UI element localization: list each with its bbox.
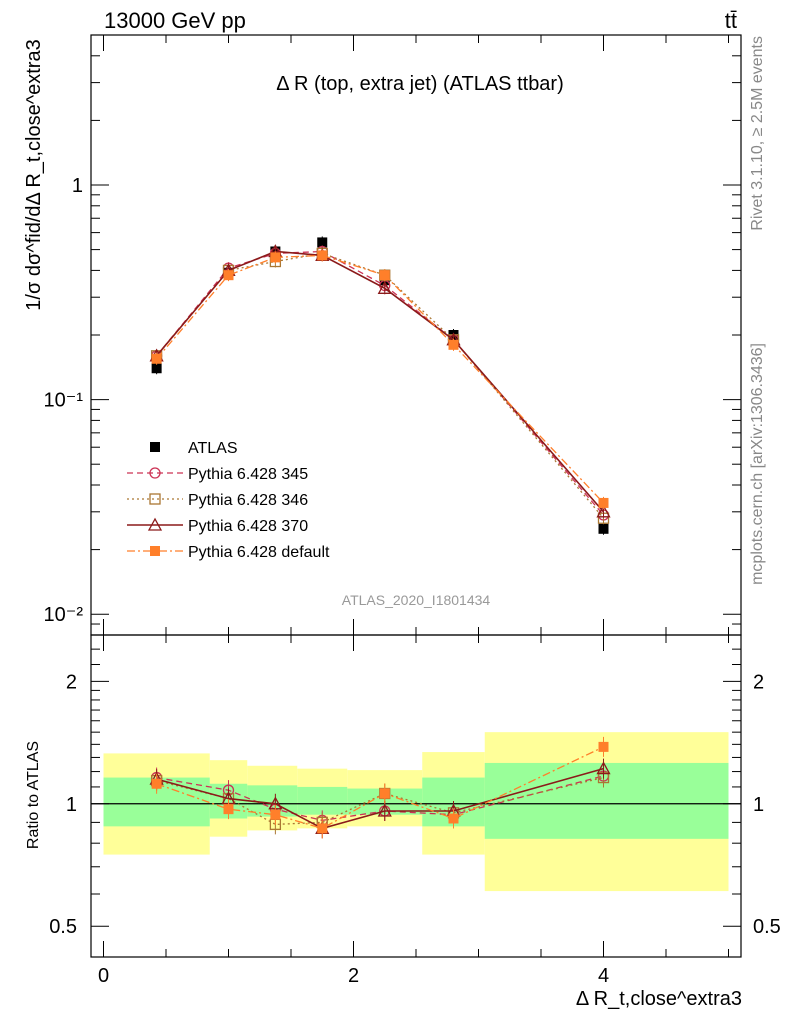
data-point bbox=[223, 270, 234, 281]
ratio-data-point bbox=[379, 788, 390, 799]
main-panel: 10⁻² 10⁻¹ 1 Δ R (top, extra jet) (ATLAS tt… bbox=[23, 34, 742, 636]
x-tick-label: 2 bbox=[348, 965, 359, 987]
x-tick-label: 0 bbox=[98, 965, 109, 987]
y-tick-label: 10⁻² bbox=[44, 604, 84, 626]
main-ticks: 10⁻² 10⁻¹ 1 bbox=[44, 34, 741, 636]
legend-entry: Pythia 6.428 346 bbox=[127, 492, 308, 509]
y-tick-label: 1 bbox=[72, 175, 83, 197]
data-point bbox=[379, 270, 390, 281]
ratio-y-tick-label-right: 2 bbox=[753, 671, 764, 693]
legend-marker bbox=[149, 493, 161, 505]
data-point bbox=[317, 237, 328, 248]
inner-band bbox=[297, 786, 348, 815]
legend-marker bbox=[149, 467, 161, 479]
legend-label: ATLAS bbox=[188, 440, 238, 457]
ratio-y-label: Ratio to ATLAS bbox=[25, 741, 42, 849]
inner-band bbox=[484, 762, 729, 839]
legend-entry: ATLAS bbox=[150, 440, 238, 457]
rivet-label: Rivet 3.1.10, ≥ 2.5M events bbox=[749, 36, 766, 231]
legend-marker bbox=[150, 546, 160, 556]
legend-entry: Pythia 6.428 370 bbox=[127, 517, 308, 535]
analysis-id: ATLAS_2020_I1801434 bbox=[342, 592, 491, 608]
data-point bbox=[151, 353, 162, 364]
data-point bbox=[317, 250, 328, 261]
x-tick-label: 4 bbox=[598, 965, 609, 987]
ratio-ticks: 0.5 0.5 1 1 2 2 0 2 4 bbox=[49, 635, 781, 987]
ratio-y-tick-label-right: 1 bbox=[753, 794, 764, 816]
data-point bbox=[448, 339, 459, 350]
ratio-data-point bbox=[151, 778, 162, 789]
main-y-label: 1/σ dσ^fid/dΔ R_t,close^extra3 bbox=[23, 39, 45, 310]
data-point bbox=[598, 497, 609, 508]
ratio-data-point bbox=[377, 803, 392, 817]
header-left: 13000 GeV pp bbox=[104, 8, 246, 33]
ratio-data-point bbox=[596, 761, 611, 775]
legend-marker bbox=[150, 442, 160, 452]
ratio-y-tick-label: 1 bbox=[66, 794, 77, 816]
legend: ATLAS Pythia 6.428 345 Pythia 6.428 346 Pyt… bbox=[127, 440, 330, 561]
legend-label: Pythia 6.428 370 bbox=[188, 518, 308, 535]
legend-marker bbox=[147, 517, 163, 531]
main-title: Δ R (top, extra jet) (ATLAS ttbar) bbox=[276, 73, 564, 95]
ratio-data-point bbox=[223, 804, 234, 815]
ratio-data-point bbox=[598, 741, 609, 752]
header-right: tt̄ bbox=[725, 8, 737, 33]
data-point bbox=[377, 280, 392, 294]
ratio-panel: 0.5 0.5 1 1 2 2 0 2 4 Ratio to ATLAS Δ R_t,close… bbox=[25, 634, 781, 1010]
data-point bbox=[598, 523, 609, 534]
series-4 bbox=[151, 249, 609, 509]
x-axis-label: Δ R_t,close^extra3 bbox=[576, 988, 742, 1010]
ratio-y-tick-label-right: 0.5 bbox=[753, 916, 781, 938]
legend-entry: Pythia 6.428 345 bbox=[127, 466, 308, 483]
ratio-data bbox=[149, 736, 611, 839]
mcplots-label: mcplots.cern.ch [arXiv:1306.3436] bbox=[749, 343, 766, 585]
legend-label: Pythia 6.428 345 bbox=[188, 466, 308, 483]
ratio-y-tick-label: 0.5 bbox=[49, 916, 77, 938]
y-tick-label: 10⁻¹ bbox=[44, 390, 84, 412]
ratio-series-3 bbox=[151, 736, 609, 839]
legend-label: Pythia 6.428 346 bbox=[188, 492, 308, 509]
ratio-y-tick-label: 2 bbox=[66, 671, 77, 693]
legend-label: Pythia 6.428 default bbox=[188, 544, 330, 561]
data-point bbox=[596, 504, 611, 518]
ratio-data-point bbox=[270, 809, 281, 820]
data-point bbox=[151, 363, 162, 374]
legend-entry: Pythia 6.428 default bbox=[127, 544, 330, 561]
main-data bbox=[149, 236, 611, 535]
ratio-data-point bbox=[317, 823, 328, 834]
ratio-data-point bbox=[448, 813, 459, 824]
data-point bbox=[270, 252, 281, 263]
